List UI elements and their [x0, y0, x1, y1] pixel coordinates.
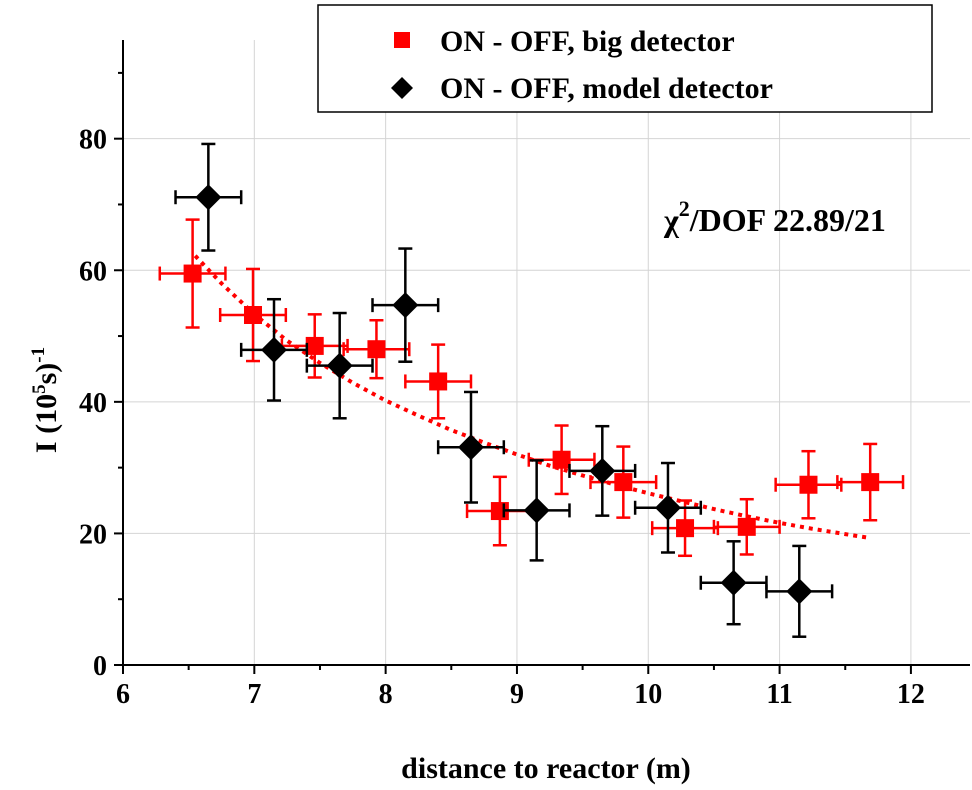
- data-point-diamond: [786, 578, 813, 605]
- y-tick-label: 0: [93, 651, 107, 682]
- data-point-diamond: [654, 494, 681, 521]
- chi-square-annotation: χ2/DOF 22.89/21: [663, 196, 886, 238]
- axes: 6 7 8 9 10 11 12 0 20 40 60 80: [79, 40, 970, 710]
- x-tick-label: 6: [116, 679, 130, 710]
- y-tick-label: 80: [79, 125, 107, 156]
- data-points-layer: [158, 142, 905, 638]
- x-tick-label: 10: [634, 679, 662, 710]
- data-point-diamond: [326, 352, 353, 379]
- data-point-square: [244, 306, 263, 324]
- data-point-square: [861, 473, 880, 492]
- fit-curve-layer: [193, 254, 871, 540]
- x-tick-label: 8: [379, 679, 393, 710]
- data-point-square: [799, 475, 818, 494]
- chi-symbol: χ: [663, 202, 680, 238]
- x-axis-title: distance to reactor (m): [401, 752, 691, 785]
- data-point-diamond: [589, 457, 616, 484]
- data-point-square: [183, 264, 202, 283]
- y-axis-title-exp: -1: [28, 347, 49, 363]
- data-point-diamond: [720, 569, 747, 596]
- data-point-square: [676, 519, 695, 538]
- fit-curve-line: [193, 254, 871, 540]
- legend-square-marker: [394, 32, 410, 48]
- y-tick-label: 20: [79, 519, 107, 550]
- data-point-square: [552, 450, 571, 469]
- chi-exponent: 2: [679, 196, 690, 221]
- series-model-detector: [174, 142, 834, 638]
- data-point-square: [614, 473, 633, 492]
- data-point-diamond: [392, 292, 419, 319]
- data-point-diamond: [261, 336, 288, 363]
- data-point-square: [367, 340, 386, 359]
- data-point-diamond: [457, 434, 484, 461]
- x-tick-label: 12: [897, 679, 925, 710]
- y-tick-label: 40: [79, 388, 107, 419]
- legend-box: [317, 4, 933, 113]
- data-point-diamond: [523, 497, 550, 524]
- legend-label-model-detector: ON - OFF, model detector: [440, 72, 773, 105]
- legend: ON - OFF, big detector ON - OFF, model d…: [317, 4, 933, 113]
- y-axis-title: I (105s)-1: [28, 347, 63, 453]
- y-axis-title-tail: s): [30, 363, 63, 385]
- data-point-square: [429, 372, 448, 391]
- data-point-square: [305, 336, 324, 355]
- legend-diamond-marker: [391, 77, 413, 99]
- chi-annotation-rest: /DOF 22.89/21: [689, 202, 886, 238]
- data-point-diamond: [195, 184, 222, 211]
- y-axis-title-sup: 5: [29, 384, 50, 394]
- y-tick-label: 60: [79, 256, 107, 287]
- series-big-detector: [158, 218, 905, 558]
- y-axis-title-main: I (10: [30, 394, 63, 453]
- x-tick-label: 11: [766, 679, 792, 710]
- grid: [123, 40, 970, 665]
- data-point-square: [737, 517, 756, 536]
- x-tick-label: 9: [510, 679, 524, 710]
- legend-label-big-detector: ON - OFF, big detector: [440, 25, 735, 58]
- x-tick-label: 7: [247, 679, 261, 710]
